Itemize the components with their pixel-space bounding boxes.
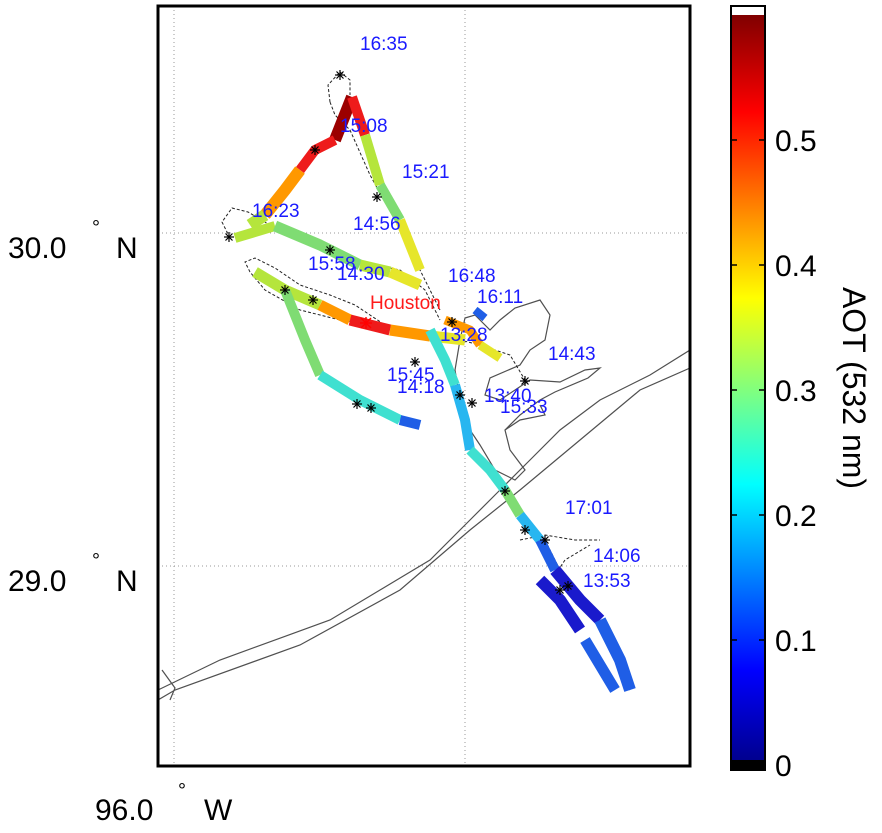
- time-label: 15:45: [387, 365, 435, 386]
- colorbar: 0 0.1 0.2 0.3 0.4 0.5 AOT (532 nm): [730, 5, 872, 783]
- track-segment: [387, 266, 423, 291]
- latitude-label-30: 30.0 ° N: [8, 217, 138, 265]
- track-segment: [272, 220, 363, 270]
- time-label: 16:23: [252, 201, 300, 222]
- lat-29-degree: °: [92, 550, 100, 572]
- time-label: 15:21: [402, 162, 450, 183]
- asterisk-marker: [308, 295, 318, 305]
- colorbar-tick-label: 0.2: [775, 500, 817, 533]
- asterisk-marker: [540, 535, 550, 545]
- track-segment: [348, 314, 392, 336]
- asterisk-marker: [520, 525, 530, 535]
- asterisk-marker: [555, 585, 565, 595]
- colorbar-tick-label: 0.1: [775, 625, 817, 658]
- asterisk-marker: [335, 70, 345, 80]
- time-label: 15:58: [308, 254, 356, 275]
- track-segment: [389, 324, 431, 342]
- colorbar-tick-label: 0.3: [775, 375, 817, 408]
- time-label: 13:53: [583, 571, 631, 592]
- track-segment: [535, 537, 560, 573]
- time-label: 13:28: [440, 325, 488, 346]
- time-label: 16:48: [448, 266, 496, 287]
- track-segment: [466, 446, 509, 493]
- asterisk-marker: [325, 245, 335, 255]
- asterisk-marker: [500, 486, 510, 496]
- time-label: 13:40: [484, 386, 532, 407]
- lat-29-value: 29.0: [8, 565, 66, 598]
- track-segment: [260, 166, 305, 219]
- time-label: 14:18: [397, 377, 445, 398]
- lon-96-hemisphere: W: [204, 794, 233, 827]
- time-label: 17:01: [565, 498, 613, 519]
- map-border: [156, 4, 692, 768]
- track-segment: [425, 327, 460, 387]
- asterisk-marker: [224, 232, 234, 242]
- track-segment: [358, 259, 392, 278]
- time-label: 15:08: [340, 116, 388, 137]
- asterisk-marker: [563, 581, 573, 591]
- track-segment: [477, 341, 503, 362]
- track-segment: [594, 617, 636, 692]
- track-segment: [246, 210, 269, 230]
- lon-96-degree: °: [178, 780, 186, 802]
- colorbar-label: AOT (532 nm): [836, 287, 872, 489]
- lat-29-hemisphere: N: [116, 565, 138, 598]
- city-marker: [360, 317, 372, 329]
- time-label: 14:43: [548, 344, 596, 365]
- time-label: 14:30: [337, 264, 385, 285]
- asterisk-marker: [410, 357, 420, 367]
- colorbar-tick-label: 0: [775, 750, 792, 783]
- asterisk-marker: [467, 398, 477, 408]
- time-label: 14:56: [353, 214, 401, 235]
- track-segment: [329, 94, 358, 143]
- asterisk-marker: [352, 399, 362, 409]
- track-segment: [395, 218, 425, 272]
- track-segment: [347, 95, 370, 137]
- asterisk-marker: [366, 403, 376, 413]
- track-segment: [317, 300, 353, 325]
- track-segment: [317, 370, 403, 425]
- lat-30-value: 30.0: [8, 232, 66, 265]
- asterisk-marker: [310, 145, 320, 155]
- track-segment: [233, 221, 277, 243]
- lon-96-value: 96.0: [95, 794, 153, 827]
- city-label-houston: Houston: [370, 293, 441, 314]
- map-frame: [158, 6, 690, 766]
- latitude-label-29: 29.0 ° N: [8, 550, 138, 598]
- colorbar-top-cap: [731, 6, 765, 15]
- time-label: 16:11: [477, 287, 523, 308]
- longitude-label-96: 96.0 ° W: [95, 780, 233, 827]
- track-segment: [398, 415, 422, 430]
- colorbar-bottom-cap: [731, 760, 765, 770]
- track-segment: [580, 637, 620, 693]
- colorbar-gradient: [731, 15, 765, 760]
- track-segment: [472, 306, 488, 322]
- track-segment: [375, 182, 405, 223]
- asterisk-marker: [280, 285, 290, 295]
- track-segment: [516, 511, 544, 544]
- track-segment: [550, 566, 605, 625]
- lat-30-degree: °: [92, 217, 100, 239]
- colorbar-tick-label: 0.5: [775, 125, 817, 158]
- asterisk-marker: [455, 390, 465, 400]
- time-label: 15:33: [500, 397, 548, 418]
- time-label: 16:35: [360, 34, 408, 55]
- track-segment: [360, 133, 385, 187]
- track-segment: [535, 575, 585, 634]
- asterisk-marker: [447, 317, 457, 327]
- lat-30-hemisphere: N: [116, 232, 138, 265]
- colorbar-border: [730, 5, 766, 771]
- time-label: 14:06: [593, 546, 641, 567]
- flight-markers: [224, 70, 573, 595]
- colorbar-tick-label: 0.4: [775, 250, 817, 283]
- asterisk-marker: [372, 192, 382, 202]
- asterisk-marker: [520, 376, 530, 386]
- track-segment: [280, 288, 325, 377]
